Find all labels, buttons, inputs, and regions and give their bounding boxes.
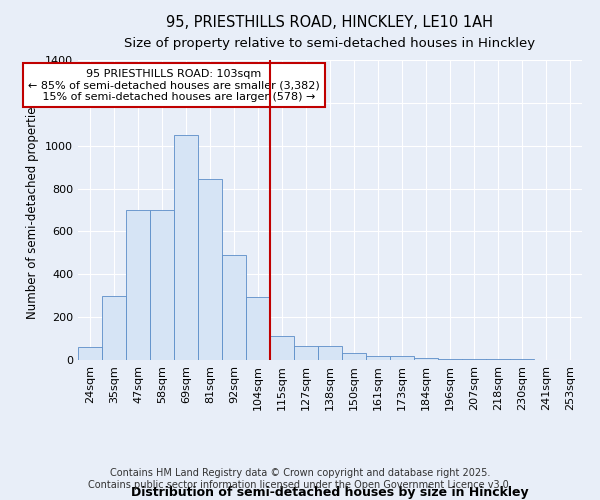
Bar	[78, 347, 102, 360]
Bar	[150, 210, 174, 360]
Bar	[462, 359, 486, 360]
Bar	[198, 179, 222, 360]
Bar	[438, 359, 462, 360]
Text: 95 PRIESTHILLS ROAD: 103sqm
← 85% of semi-detached houses are smaller (3,382)
  : 95 PRIESTHILLS ROAD: 103sqm ← 85% of sem…	[28, 68, 320, 102]
Bar	[270, 336, 294, 360]
X-axis label: Distribution of semi-detached houses by size in Hinckley: Distribution of semi-detached houses by …	[131, 486, 529, 499]
Bar	[294, 346, 318, 360]
Text: Contains HM Land Registry data © Crown copyright and database right 2025.
Contai: Contains HM Land Registry data © Crown c…	[88, 468, 512, 490]
Text: 95, PRIESTHILLS ROAD, HINCKLEY, LE10 1AH: 95, PRIESTHILLS ROAD, HINCKLEY, LE10 1AH	[167, 15, 493, 30]
Text: Size of property relative to semi-detached houses in Hinckley: Size of property relative to semi-detach…	[124, 38, 536, 51]
Bar	[390, 356, 414, 360]
Bar	[510, 359, 534, 360]
Bar	[246, 297, 270, 360]
Bar	[342, 352, 366, 360]
Bar	[486, 359, 510, 360]
Bar	[174, 135, 198, 360]
Bar	[366, 356, 390, 360]
Bar	[318, 346, 342, 360]
Bar	[126, 210, 150, 360]
Bar	[414, 358, 438, 360]
Y-axis label: Number of semi-detached properties: Number of semi-detached properties	[26, 100, 40, 320]
Bar	[222, 255, 246, 360]
Bar	[102, 296, 126, 360]
